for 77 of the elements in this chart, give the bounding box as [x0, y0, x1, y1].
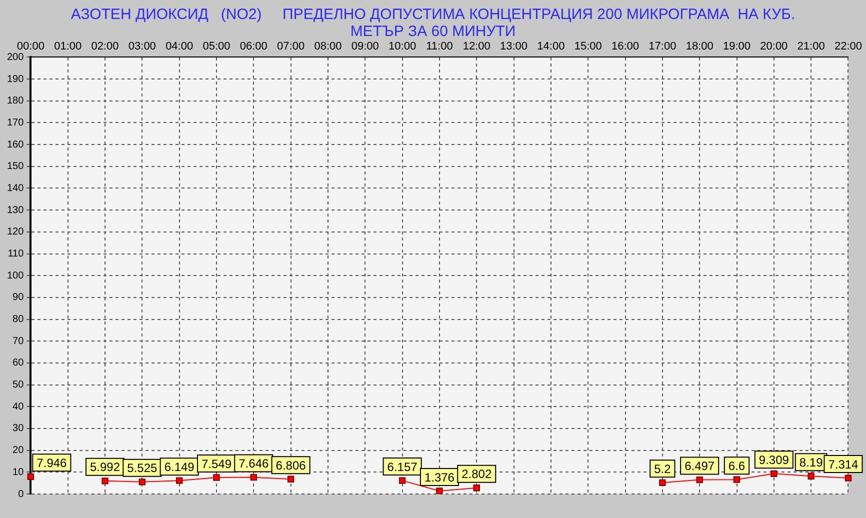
data-label: 6.497: [684, 459, 715, 474]
y-tick-label: 190: [6, 74, 24, 85]
data-label: 8.19: [799, 455, 824, 470]
point: [398, 477, 406, 484]
y-tick-label: 160: [6, 139, 24, 150]
y-tick-label: 30: [12, 423, 24, 434]
y-tick-label: 10: [12, 466, 24, 478]
point: [102, 478, 108, 484]
x-tick-label: 12:00: [462, 40, 490, 53]
point: [473, 484, 480, 492]
y-tick-label: 0: [18, 488, 24, 500]
y-tick-label: 80: [12, 314, 24, 326]
x-tick-label: 07:00: [277, 40, 305, 53]
x-tick-label: 21:00: [797, 40, 825, 53]
data-label: 1.376: [424, 470, 455, 484]
y-tick-label: 150: [6, 161, 24, 172]
x-tick-label: 13:00: [500, 40, 528, 53]
point: [844, 474, 852, 482]
chart-title: АЗОТЕН ДИОКСИД (NO2) ПРЕДЕЛНО ДОПУСТИМА КОНЦЕНТРАЦИЯ 200 МИКРОГРАМА НА КУБ. МЕТЪР ЗА 60 МИНУТИ: [70, 6, 796, 40]
point: [770, 470, 778, 477]
point: [250, 474, 257, 481]
x-tick-label: 15:00: [574, 40, 602, 53]
data-label: 6.149: [164, 460, 195, 474]
y-tick-label: 180: [6, 96, 24, 107]
data-label: 2.802: [462, 467, 492, 482]
data-label: 6.157: [387, 460, 418, 474]
x-tick-label: 16:00: [612, 40, 640, 53]
y-tick-label: 200: [6, 52, 24, 63]
x-tick-label: 08:00: [314, 40, 342, 53]
point: [213, 474, 220, 481]
y-tick-label: 60: [12, 358, 24, 369]
x-tick-label: 09:00: [351, 40, 379, 53]
x-tick-label: 20:00: [760, 40, 788, 53]
data-label: 7.646: [238, 456, 269, 471]
x-tick-label: 03:00: [128, 40, 156, 53]
x-tick-label: 01:00: [54, 40, 82, 53]
point: [436, 488, 443, 494]
point: [696, 476, 703, 484]
x-tick-label: 17:00: [648, 40, 676, 53]
data-label: 7.314: [828, 457, 859, 472]
x-tick-label: 06:00: [240, 40, 268, 53]
x-tick-label: 19:00: [722, 40, 751, 53]
point: [659, 479, 666, 486]
x-tick-label: 00:00: [16, 40, 44, 53]
point: [287, 476, 294, 482]
y-tick-label: 120: [6, 226, 24, 238]
point: [808, 472, 814, 480]
x-tick-label: 02:00: [91, 40, 119, 53]
data-label: 5.2: [654, 462, 672, 476]
point: [27, 473, 34, 480]
x-tick-label: 14:00: [537, 40, 565, 53]
data-label: 5.992: [90, 460, 120, 474]
x-tick-label: 04:00: [166, 40, 194, 53]
data-label: 6.6: [728, 458, 746, 473]
data-label: 5.525: [127, 461, 158, 476]
y-tick-label: 130: [6, 204, 24, 216]
y-tick-label: 170: [6, 117, 24, 128]
y-tick-label: 90: [12, 292, 24, 304]
y-tick-label: 140: [6, 182, 24, 194]
x-tick-label: 05:00: [202, 40, 230, 53]
x-tick-label: 10:00: [388, 40, 416, 53]
x-tick-label: 22:00: [834, 40, 862, 53]
y-tick-label: 50: [12, 380, 24, 391]
x-tick-label: 18:00: [686, 40, 714, 53]
y-tick-label: 40: [12, 401, 24, 412]
point: [138, 478, 146, 486]
data-label: 7.946: [36, 456, 68, 470]
y-tick-label: 70: [12, 336, 24, 347]
data-label: 6.806: [276, 458, 306, 472]
y-tick-label: 110: [8, 248, 24, 260]
y-tick-label: 20: [12, 445, 24, 456]
data-label: 7.549: [201, 456, 232, 471]
x-tick-label: 11:00: [426, 40, 453, 53]
data-label: 9.309: [758, 452, 790, 467]
point: [176, 477, 183, 484]
y-tick-label: 100: [6, 270, 24, 282]
point: [733, 476, 740, 483]
